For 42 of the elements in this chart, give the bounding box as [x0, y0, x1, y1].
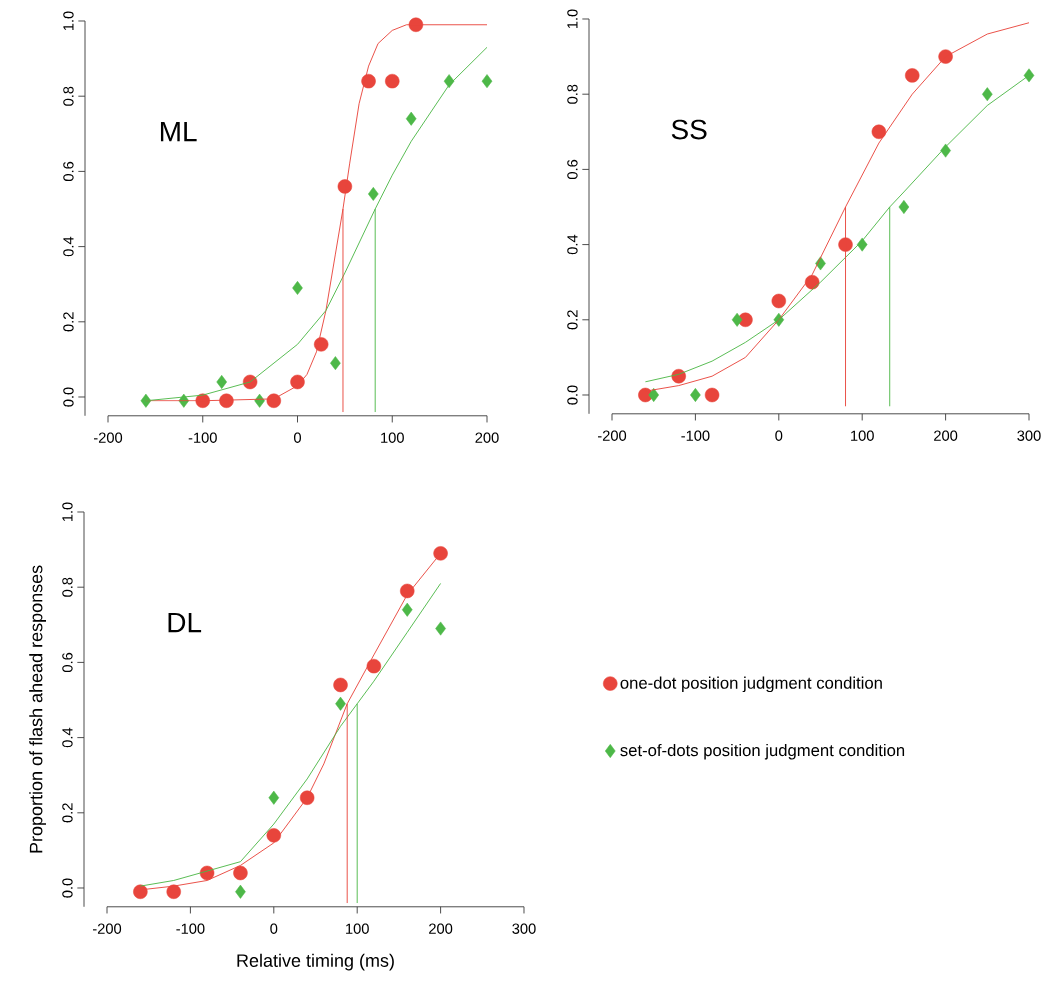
y-tick-label: 0.4	[63, 236, 74, 257]
x-tick-label: 200	[429, 923, 453, 934]
annotation: SS	[671, 119, 707, 140]
y-tick-label: 1.0	[567, 9, 578, 29]
x-tick-label: 0	[293, 432, 301, 443]
x-tick-label: 100	[851, 430, 874, 441]
y-tick-label: 0.8	[567, 84, 578, 104]
y-tick-label: 0.6	[63, 161, 74, 182]
y-tick-label: 0.6	[567, 159, 578, 180]
y-tick-label: 0.0	[567, 385, 578, 405]
legend-label: one-dot position judgment condition	[620, 676, 882, 693]
x-tick-label: 200	[475, 432, 499, 443]
y-tick-label: 0.2	[63, 312, 74, 332]
x-tick-label: -100	[681, 430, 710, 441]
y-tick-label: 0.0	[62, 878, 73, 898]
y-tick-label: 0.6	[62, 652, 73, 673]
x-tick-label: 300	[1017, 430, 1041, 441]
x-tick-label: 0	[270, 923, 278, 934]
y-tick-label: 1.0	[63, 11, 74, 31]
x-axis-title: Relative timing (ms)	[237, 953, 394, 971]
y-tick-label: 0.4	[62, 727, 73, 748]
y-tick-label: 0.8	[63, 86, 74, 106]
x-tick-label: -200	[597, 430, 627, 441]
annotation: ML	[160, 121, 197, 142]
y-tick-label: 0.2	[567, 310, 578, 330]
x-tick-label: -100	[188, 432, 217, 443]
x-tick-label: 0	[775, 430, 783, 441]
y-tick-label: 0.2	[62, 803, 73, 823]
y-axis-title: Proportion of flash ahead responses	[29, 565, 47, 853]
y-tick-label: 0.0	[63, 387, 74, 407]
x-tick-label: -100	[176, 923, 205, 934]
x-tick-label: -200	[93, 432, 123, 443]
y-tick-label: 0.8	[62, 577, 73, 597]
y-tick-label: 1.0	[62, 502, 73, 522]
legend-label: set-of-dots position judgment condition	[620, 743, 905, 760]
x-tick-label: -200	[92, 923, 122, 934]
annotation: DL	[168, 612, 202, 633]
x-tick-label: 300	[512, 923, 536, 934]
x-tick-label: 100	[346, 923, 369, 934]
x-tick-label: 200	[934, 430, 958, 441]
x-tick-label: 100	[381, 432, 404, 443]
y-tick-label: 0.4	[567, 234, 578, 255]
